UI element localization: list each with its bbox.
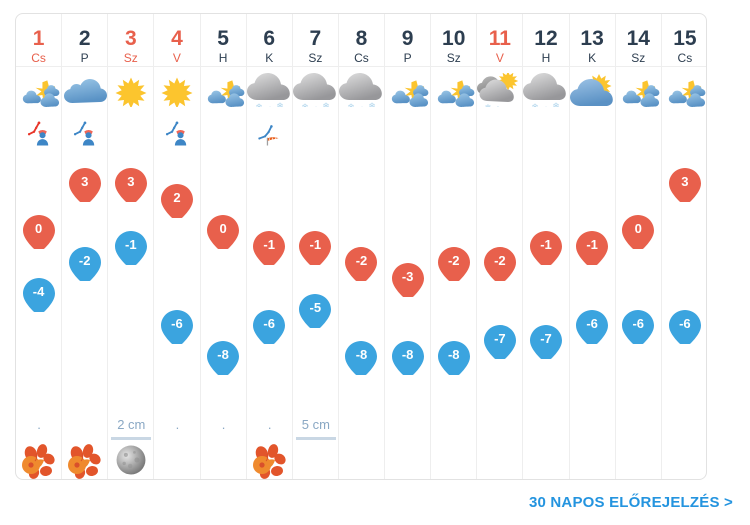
svg-text:❄: ❄ xyxy=(485,103,492,107)
svg-text:❄: ❄ xyxy=(358,105,366,107)
svg-text:❄: ❄ xyxy=(553,101,561,107)
svg-text:❄: ❄ xyxy=(543,105,551,107)
svg-text:❄: ❄ xyxy=(322,101,330,107)
svg-text:❄: ❄ xyxy=(301,102,309,107)
svg-text:❄: ❄ xyxy=(276,101,284,107)
svg-text:❄: ❄ xyxy=(368,101,376,107)
svg-text:❄: ❄ xyxy=(532,102,540,107)
svg-text:❄: ❄ xyxy=(255,102,263,107)
svg-text:❄: ❄ xyxy=(312,105,320,107)
svg-text:❄: ❄ xyxy=(347,102,355,107)
svg-text:❄: ❄ xyxy=(266,105,274,107)
svg-text:❄: ❄ xyxy=(495,105,502,107)
